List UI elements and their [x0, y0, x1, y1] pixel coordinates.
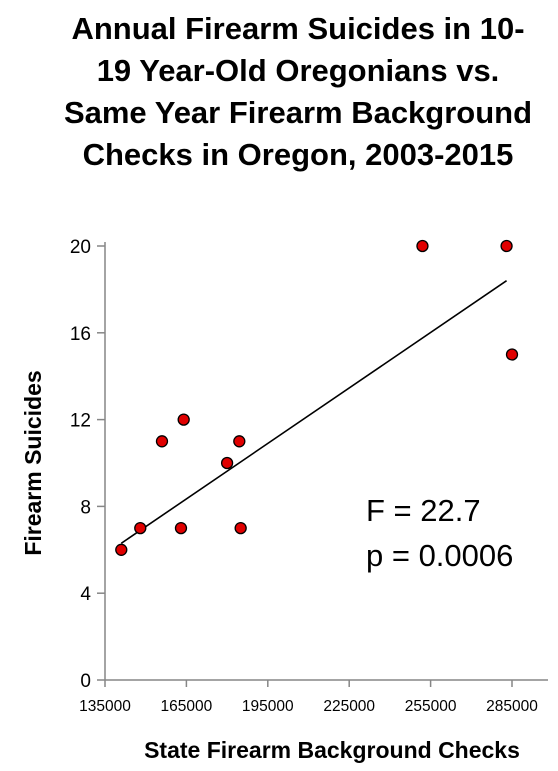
x-tick-label: 285000: [486, 698, 538, 715]
x-tick-label: 165000: [161, 698, 213, 715]
data-point: [505, 348, 519, 361]
y-tick-label: 12: [70, 411, 91, 432]
y-tick-label: 4: [80, 584, 91, 605]
x-tick-label: 195000: [242, 698, 294, 715]
data-point: [134, 521, 147, 535]
y-axis-title: Firearm Suicides: [20, 370, 46, 555]
annotation-p-value: p = 0.0006: [366, 538, 513, 573]
trendline: [120, 280, 508, 544]
y-tick-label: 20: [70, 237, 91, 258]
y-axis-ticks: 0 4 8 12 16 20: [70, 237, 105, 692]
x-tick-label: 135000: [79, 698, 131, 715]
data-points: [115, 239, 519, 556]
annotation-f-stat: F = 22.7: [366, 493, 481, 528]
x-tick-label: 225000: [323, 698, 375, 715]
y-tick-label: 8: [80, 497, 91, 518]
data-point: [220, 456, 234, 470]
x-axis-title: State Firearm Background Checks: [144, 737, 520, 763]
title-line-4: Checks in Oregon, 2003-2015: [82, 137, 514, 172]
data-point: [177, 413, 190, 426]
data-point: [234, 521, 247, 535]
title-line-2: 19 Year-Old Oregonians vs.: [96, 53, 500, 88]
x-axis-ticks: 135000 165000 195000 225000 255000 285000: [79, 680, 538, 715]
title-line-1: Annual Firearm Suicides in 10-: [71, 11, 525, 46]
data-point: [500, 239, 513, 253]
data-point: [155, 435, 169, 448]
data-point: [233, 435, 246, 448]
axes: [104, 242, 548, 681]
y-tick-label: 16: [70, 324, 91, 345]
data-point: [174, 521, 188, 535]
y-tick-label: 0: [80, 671, 91, 692]
title-line-3: Same Year Firearm Background: [63, 95, 533, 130]
data-point: [416, 239, 429, 253]
chart-title: Annual Firearm Suicides in 10- 19 Year-O…: [40, 8, 556, 176]
x-tick-label: 255000: [405, 698, 457, 715]
data-point: [115, 543, 128, 556]
